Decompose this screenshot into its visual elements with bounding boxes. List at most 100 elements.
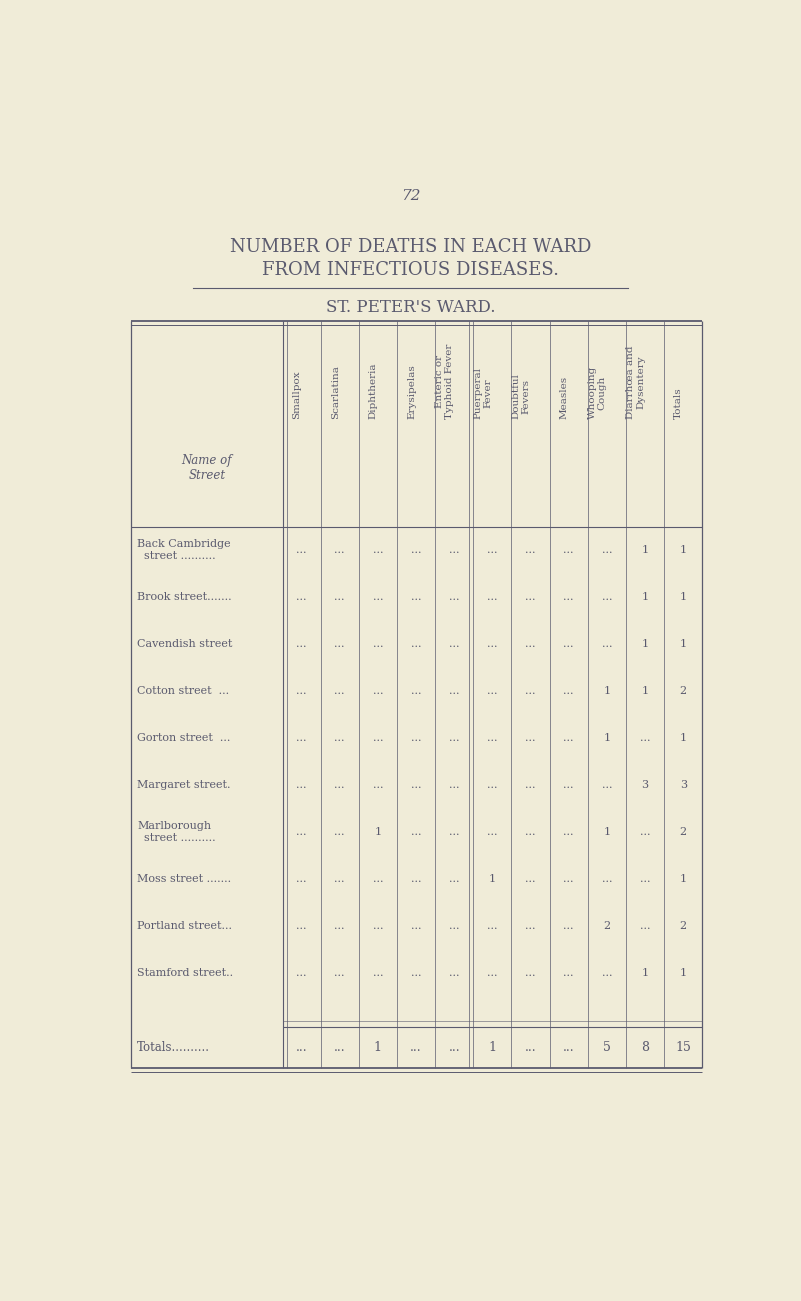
- Text: ...: ...: [602, 874, 612, 885]
- Text: Measles: Measles: [560, 376, 569, 419]
- Text: ...: ...: [525, 639, 536, 649]
- Text: 3: 3: [642, 781, 649, 790]
- Text: ...: ...: [563, 734, 574, 743]
- Text: 1: 1: [374, 1041, 382, 1054]
- Text: ...: ...: [487, 545, 497, 556]
- Text: 3: 3: [679, 781, 686, 790]
- Text: ...: ...: [411, 781, 421, 790]
- Text: ...: ...: [640, 874, 650, 885]
- Text: 5: 5: [603, 1041, 611, 1054]
- Text: 1: 1: [489, 874, 496, 885]
- Text: ...: ...: [372, 921, 383, 932]
- Text: ...: ...: [335, 686, 345, 696]
- Text: ...: ...: [296, 545, 307, 556]
- Text: ...: ...: [411, 921, 421, 932]
- Text: Cotton street  ...: Cotton street ...: [138, 686, 230, 696]
- Text: Portland street...: Portland street...: [138, 921, 232, 932]
- Text: Back Cambridge
  street ..........: Back Cambridge street ..........: [138, 540, 231, 561]
- Text: ...: ...: [525, 545, 536, 556]
- Text: ...: ...: [640, 734, 650, 743]
- Text: ...: ...: [525, 686, 536, 696]
- Text: ...: ...: [296, 921, 307, 932]
- Text: ...: ...: [487, 639, 497, 649]
- Text: 1: 1: [679, 639, 686, 649]
- Text: ...: ...: [411, 734, 421, 743]
- Text: ...: ...: [335, 874, 345, 885]
- Text: 1: 1: [679, 734, 686, 743]
- Text: ...: ...: [372, 545, 383, 556]
- Text: Diphtheria: Diphtheria: [369, 363, 378, 419]
- Text: ...: ...: [563, 592, 574, 602]
- Text: 1: 1: [603, 686, 610, 696]
- Text: 2: 2: [679, 827, 686, 838]
- Text: ...: ...: [335, 921, 345, 932]
- Text: ...: ...: [372, 734, 383, 743]
- Text: ...: ...: [335, 639, 345, 649]
- Text: ...: ...: [525, 874, 536, 885]
- Text: ...: ...: [563, 1041, 574, 1054]
- Text: Totals: Totals: [674, 388, 683, 419]
- Text: ...: ...: [487, 686, 497, 696]
- Text: ...: ...: [487, 921, 497, 932]
- Text: Margaret street.: Margaret street.: [138, 781, 231, 790]
- Text: Marlborough
  street ..........: Marlborough street ..........: [138, 821, 216, 843]
- Text: ...: ...: [449, 921, 460, 932]
- Text: ...: ...: [449, 686, 460, 696]
- Text: ...: ...: [296, 968, 307, 978]
- Text: 1: 1: [642, 968, 649, 978]
- Text: 1: 1: [642, 545, 649, 556]
- Text: 15: 15: [675, 1041, 691, 1054]
- Text: ...: ...: [411, 592, 421, 602]
- Text: ...: ...: [525, 781, 536, 790]
- Text: ...: ...: [602, 968, 612, 978]
- Text: 1: 1: [679, 545, 686, 556]
- Text: 1: 1: [489, 1041, 497, 1054]
- Text: ...: ...: [563, 639, 574, 649]
- Text: 1: 1: [374, 827, 381, 838]
- Text: ...: ...: [449, 874, 460, 885]
- Text: ...: ...: [525, 827, 536, 838]
- Text: Totals..........: Totals..........: [138, 1041, 211, 1054]
- Text: ...: ...: [525, 921, 536, 932]
- Text: 1: 1: [603, 827, 610, 838]
- Text: ...: ...: [449, 545, 460, 556]
- Text: ...: ...: [411, 968, 421, 978]
- Text: 8: 8: [641, 1041, 649, 1054]
- Text: Smallpox: Smallpox: [292, 371, 302, 419]
- Text: ...: ...: [563, 686, 574, 696]
- Text: ...: ...: [602, 592, 612, 602]
- Text: Scarlatina: Scarlatina: [331, 366, 340, 419]
- Text: ...: ...: [335, 968, 345, 978]
- Text: ...: ...: [296, 592, 307, 602]
- Text: ...: ...: [411, 545, 421, 556]
- Text: ...: ...: [487, 781, 497, 790]
- Text: ...: ...: [372, 686, 383, 696]
- Text: ...: ...: [487, 592, 497, 602]
- Text: 1: 1: [679, 874, 686, 885]
- Text: ...: ...: [335, 592, 345, 602]
- Text: ...: ...: [449, 592, 460, 602]
- Text: ...: ...: [335, 827, 345, 838]
- Text: 1: 1: [603, 734, 610, 743]
- Text: ...: ...: [525, 592, 536, 602]
- Text: ...: ...: [640, 921, 650, 932]
- Text: ...: ...: [563, 545, 574, 556]
- Text: ...: ...: [372, 781, 383, 790]
- Text: Diarrhœa and
Dysentery: Diarrhœa and Dysentery: [626, 346, 645, 419]
- Text: ...: ...: [296, 781, 307, 790]
- Text: ...: ...: [372, 592, 383, 602]
- Text: 72: 72: [400, 189, 421, 203]
- Text: 2: 2: [679, 686, 686, 696]
- Text: Cavendish street: Cavendish street: [138, 639, 233, 649]
- Text: ...: ...: [525, 734, 536, 743]
- Text: ...: ...: [602, 545, 612, 556]
- Text: 2: 2: [603, 921, 610, 932]
- Text: ...: ...: [296, 686, 307, 696]
- Text: ...: ...: [411, 686, 421, 696]
- Text: ...: ...: [335, 734, 345, 743]
- Text: ...: ...: [449, 827, 460, 838]
- Text: ...: ...: [602, 639, 612, 649]
- Text: ...: ...: [563, 921, 574, 932]
- Text: ...: ...: [449, 734, 460, 743]
- Text: ...: ...: [525, 968, 536, 978]
